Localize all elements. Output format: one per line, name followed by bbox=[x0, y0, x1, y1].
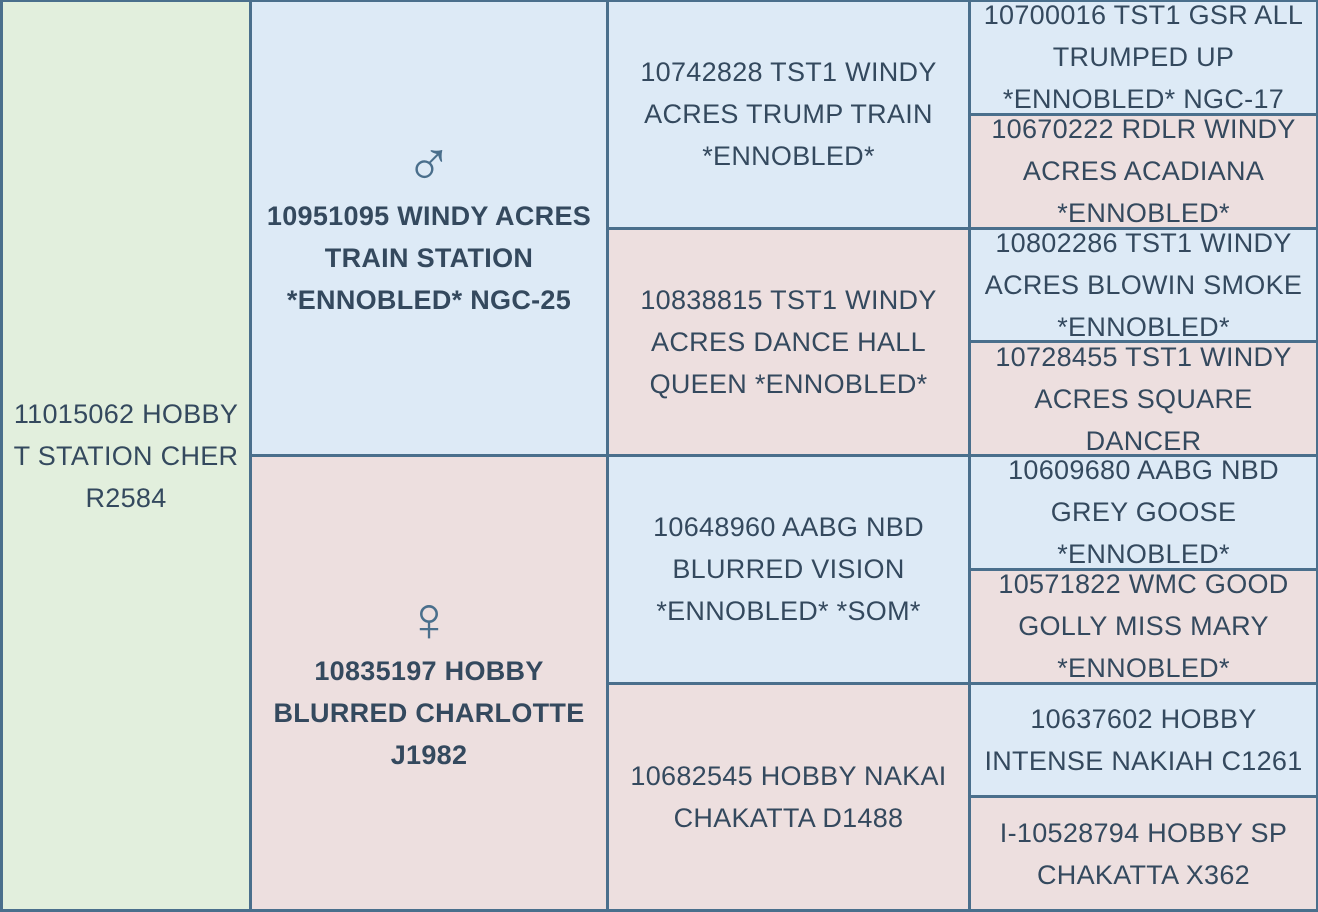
female-symbol-icon: ♀ bbox=[404, 583, 454, 655]
dam-cell: ♀ 10835197 HOBBY BLURRED CHARLOTTE J1982 bbox=[252, 457, 606, 909]
grandparent-name: 10742828 TST1 WINDY ACRES TRUMP TRAIN *E… bbox=[640, 57, 937, 172]
grandparent-cell: 10648960 AABG NBD BLURRED VISION *ENNOBL… bbox=[609, 457, 968, 682]
subject-name: 11015062 HOBBY T STATION CHER R2584 bbox=[13, 398, 239, 513]
dam-name: 10835197 HOBBY BLURRED CHARLOTTE J1982 bbox=[273, 656, 585, 770]
great-grandparent-cell: 10670222 RDLR WINDY ACRES ACADIANA *ENNO… bbox=[971, 115, 1316, 227]
great-grandparent-cell: 10637602 HOBBY INTENSE NAKIAH C1261 bbox=[971, 684, 1316, 796]
grandparent-cell: 10742828 TST1 WINDY ACRES TRUMP TRAIN *E… bbox=[609, 2, 968, 227]
great-grandparent-name: 10637602 HOBBY INTENSE NAKIAH C1261 bbox=[984, 703, 1303, 776]
great-grandparent-cell: 10609680 AABG NBD GREY GOOSE *ENNOBLED* bbox=[971, 457, 1316, 568]
great-grandparent-name: 10571822 WMC GOOD GOLLY MISS MARY *ENNOB… bbox=[998, 570, 1289, 682]
great-grandparent-cell: I-10528794 HOBBY SP CHAKATTA X362 bbox=[971, 798, 1316, 909]
great-grandparent-cell: 10700016 TST1 GSR ALL TRUMPED UP *ENNOBL… bbox=[971, 2, 1316, 113]
great-grandparent-name: 10670222 RDLR WINDY ACRES ACADIANA *ENNO… bbox=[991, 115, 1296, 227]
great-grandparent-name: 10728455 TST1 WINDY ACRES SQUARE DANCER bbox=[995, 343, 1292, 454]
grandparent-cell: 10838815 TST1 WINDY ACRES DANCE HALL QUE… bbox=[609, 229, 968, 454]
great-grandparent-name: 10609680 AABG NBD GREY GOOSE *ENNOBLED* bbox=[1008, 457, 1279, 568]
grandparent-name: 10648960 AABG NBD BLURRED VISION *ENNOBL… bbox=[653, 512, 924, 627]
great-grandparent-name: 10700016 TST1 GSR ALL TRUMPED UP *ENNOBL… bbox=[983, 2, 1304, 113]
sire-name: 10951095 WINDY ACRES TRAIN STATION *ENNO… bbox=[266, 201, 592, 315]
grandparent-cell: 10682545 HOBBY NAKAI CHAKATTA D1488 bbox=[609, 684, 968, 909]
subject-cell: 11015062 HOBBY T STATION CHER R2584 bbox=[3, 2, 249, 909]
sire-cell: ♂ 10951095 WINDY ACRES TRAIN STATION *EN… bbox=[252, 2, 606, 454]
great-grandparent-name: 10802286 TST1 WINDY ACRES BLOWIN SMOKE *… bbox=[984, 229, 1303, 341]
great-grandparent-cell: 10571822 WMC GOOD GOLLY MISS MARY *ENNOB… bbox=[971, 570, 1316, 682]
great-grandparent-cell: 10728455 TST1 WINDY ACRES SQUARE DANCER bbox=[971, 343, 1316, 454]
grandparent-name: 10682545 HOBBY NAKAI CHAKATTA D1488 bbox=[630, 760, 947, 833]
male-symbol-icon: ♂ bbox=[404, 128, 454, 200]
great-grandparent-name: I-10528794 HOBBY SP CHAKATTA X362 bbox=[999, 817, 1288, 890]
grandparent-name: 10838815 TST1 WINDY ACRES DANCE HALL QUE… bbox=[640, 284, 937, 399]
great-grandparent-cell: 10802286 TST1 WINDY ACRES BLOWIN SMOKE *… bbox=[971, 229, 1316, 341]
